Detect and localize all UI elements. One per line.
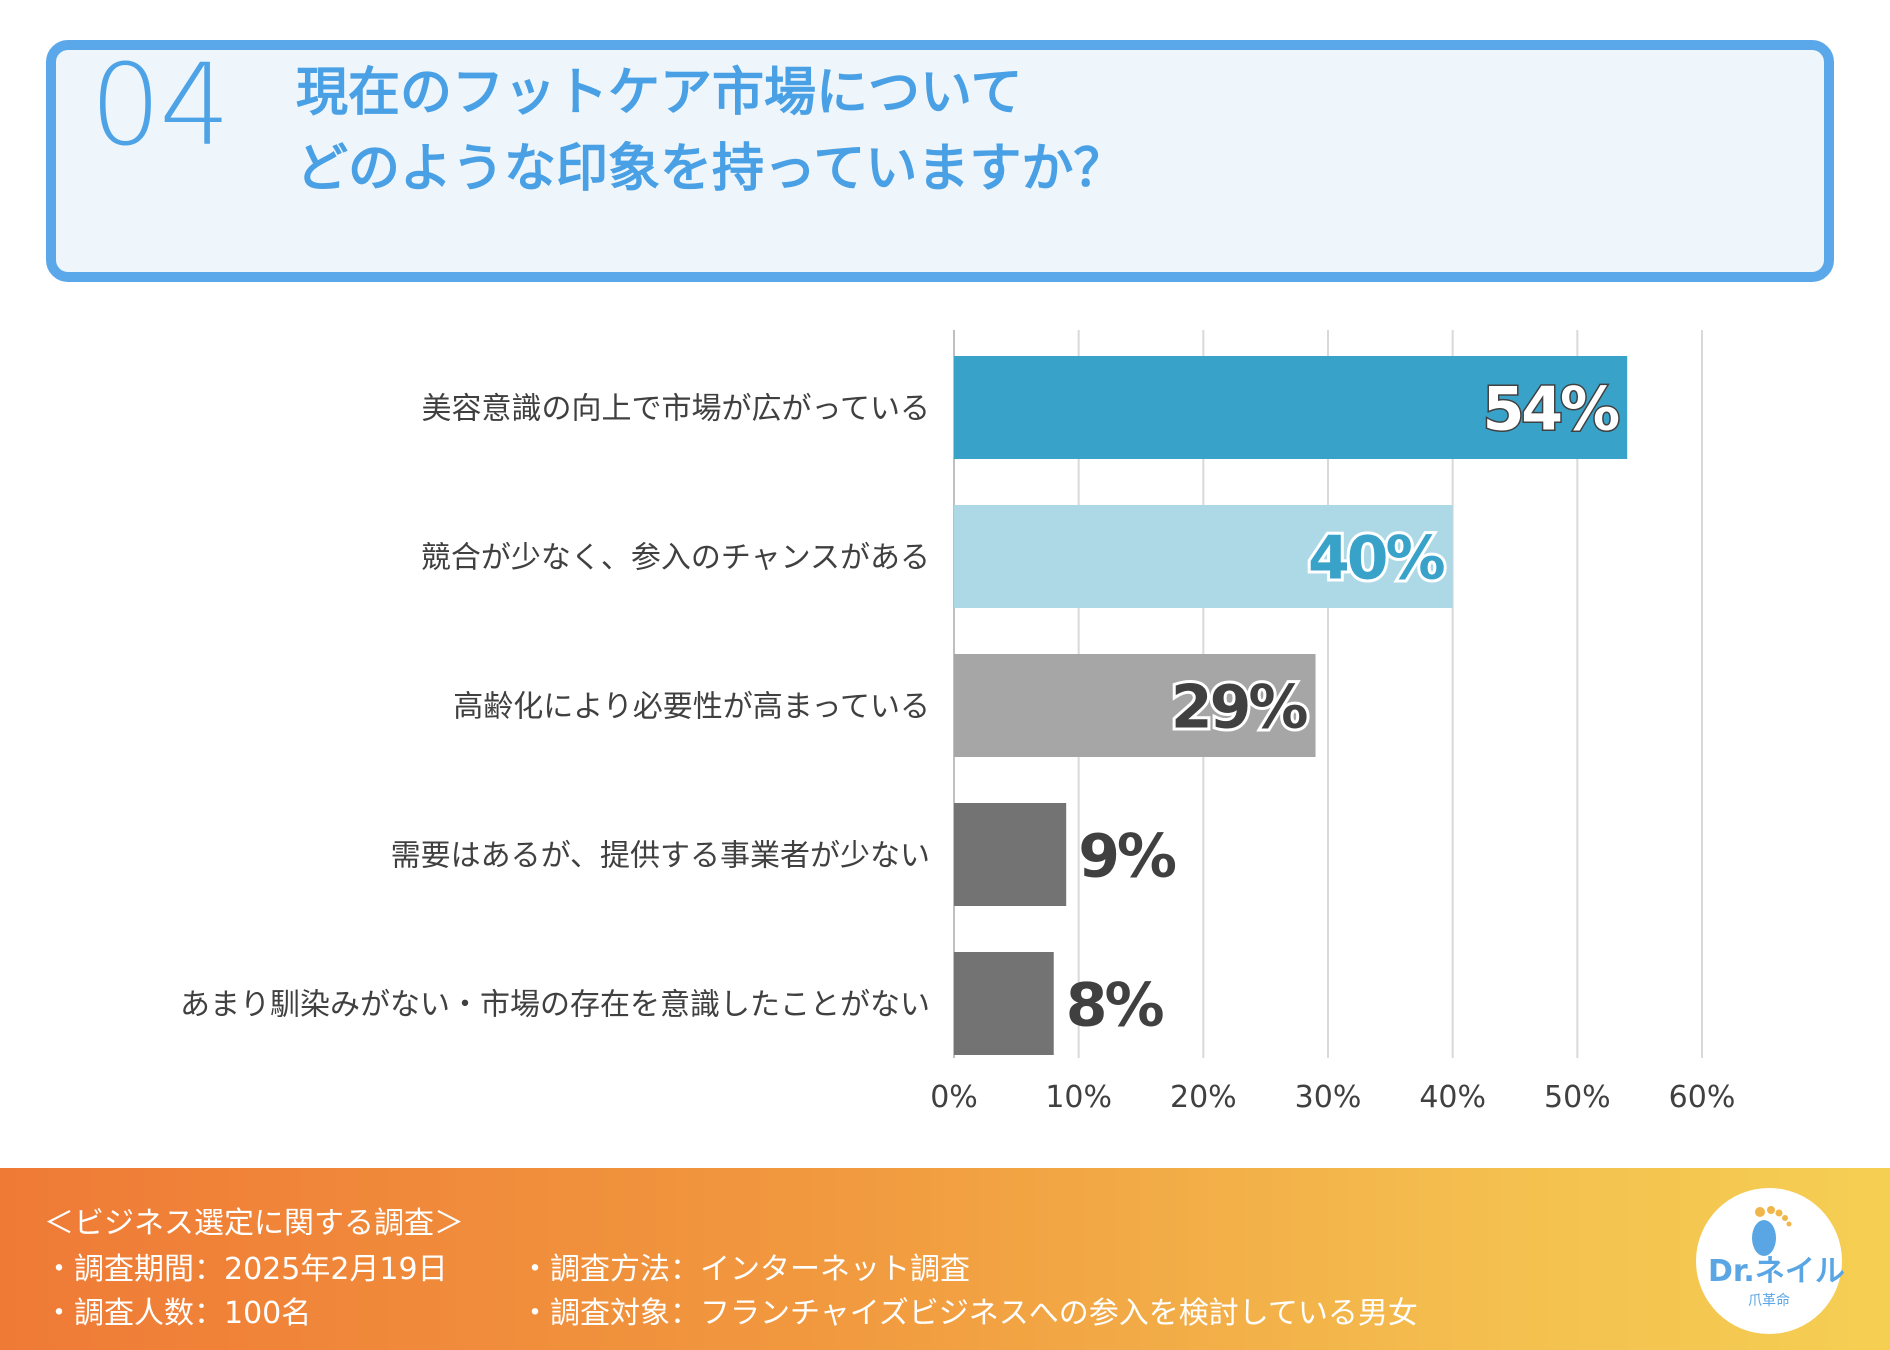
category-label: 需要はあるが、提供する事業者が少ない: [391, 839, 930, 874]
category-label: あまり馴染みがない・市場の存在を意識したことがない: [180, 988, 930, 1023]
survey-count: ・調査人数：100名: [44, 1296, 312, 1331]
logo-brand: Dr.ネイル: [1708, 1254, 1845, 1289]
bar: [954, 952, 1054, 1055]
survey-period: ・調査期間：2025年2月19日: [44, 1252, 448, 1287]
bar-chart: 0% 10% 20% 30% 40% 50% 60% 美容意識の向上で市場が広がっている 54%…: [180, 330, 1736, 1110]
category-label: 競合が少なく、参入のチャンスがある: [421, 541, 930, 576]
value-label: 9%: [1078, 822, 1176, 892]
logo-subtitle: 爪革命: [1748, 1293, 1790, 1309]
question-title: 現在のフットケア市場について どのような印象を持っていますか？: [296, 55, 1125, 207]
category-label: 高齢化により必要性が高まっている: [453, 690, 930, 725]
question-title-line-2: どのような印象を持っていますか？: [296, 139, 1126, 199]
value-label: 40%: [1308, 524, 1444, 594]
bar: [954, 803, 1067, 906]
survey-method: ・調査方法：インターネット調査: [520, 1252, 970, 1287]
x-tick-label: 40%: [1419, 1080, 1486, 1110]
value-label: 8%: [1066, 971, 1164, 1041]
x-tick-label: 20%: [1170, 1080, 1237, 1110]
x-tick-label: 0%: [930, 1080, 978, 1110]
question-header: [46, 40, 1834, 282]
foot-icon: [1752, 1206, 1792, 1256]
x-tick-label: 10%: [1045, 1080, 1112, 1110]
bar: [954, 654, 1316, 757]
x-tick-label: 60%: [1669, 1080, 1736, 1110]
value-label: 54%: [1483, 375, 1619, 445]
category-label: 美容意識の向上で市場が広がっている: [422, 392, 931, 427]
survey-title: ＜ビジネス選定に関する調査＞: [44, 1206, 464, 1241]
dr-nail-logo: Dr.ネイル 爪革命: [1696, 1188, 1845, 1334]
question-number: 04: [90, 41, 231, 171]
survey-target: ・調査対象：フランチャイズビジネスへの参入を検討している男女: [520, 1296, 1418, 1331]
bar: [954, 356, 1628, 459]
bar: [954, 505, 1453, 608]
question-title-line-1: 現在のフットケア市場について: [296, 63, 1023, 123]
value-label: 29%: [1171, 673, 1307, 743]
x-tick-label: 50%: [1544, 1080, 1611, 1110]
survey-footer: ＜ビジネス選定に関する調査＞ ・調査期間：2025年2月19日 ・調査方法：イン…: [0, 1168, 1890, 1350]
x-tick-label: 30%: [1295, 1080, 1362, 1110]
